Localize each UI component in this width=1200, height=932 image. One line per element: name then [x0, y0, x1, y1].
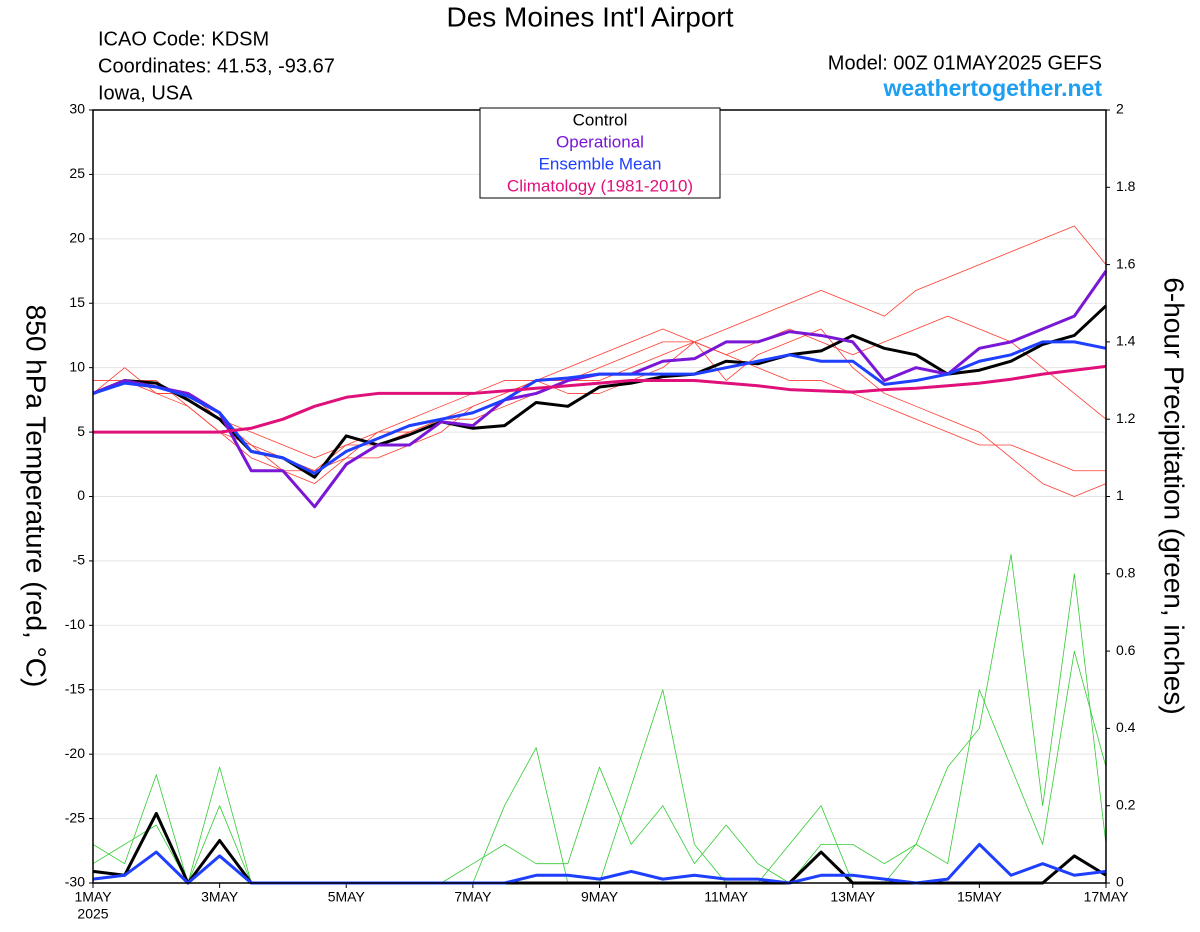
x-tick-label: 17MAY	[1084, 889, 1130, 905]
y2-tick-label: 1.6	[1116, 255, 1136, 271]
y2-tick-label: 0	[1116, 874, 1124, 890]
y2-tick-label: 1.4	[1116, 333, 1136, 349]
legend-entry: Climatology (1981-2010)	[507, 176, 693, 195]
x-tick-label: 1MAY	[74, 889, 112, 905]
y-tick-label: 10	[69, 358, 85, 374]
y-tick-label: -30	[65, 874, 85, 890]
source: weathertogether.net	[882, 75, 1102, 101]
x-tick-label: 15MAY	[957, 889, 1003, 905]
x-tick-label: 11MAY	[704, 889, 748, 905]
y2-tick-label: 1.2	[1116, 410, 1136, 426]
y-tick-label: 30	[69, 101, 85, 117]
y2-tick-label: 1.8	[1116, 178, 1136, 194]
legend-entry: Control	[573, 110, 628, 129]
coordinates: Coordinates: 41.53, -93.67	[98, 55, 335, 77]
chart-title: Des Moines Int'l Airport	[446, 1, 733, 32]
y-tick-label: -5	[73, 552, 86, 568]
legend-entry: Ensemble Mean	[539, 154, 662, 173]
y2-tick-label: 1	[1116, 487, 1124, 503]
data-line	[92, 341, 1106, 472]
x-tick-label: 9MAY	[581, 889, 619, 905]
legend-box	[479, 107, 721, 199]
data-line	[93, 315, 1107, 472]
y2-axis-label: 6-hour Precipitation (green, inches)	[1159, 277, 1190, 714]
y2-tick-label: 0.6	[1116, 642, 1136, 658]
data-line	[93, 364, 1107, 434]
location: Iowa, USA	[98, 82, 193, 104]
y-tick-label: -10	[65, 616, 85, 632]
y-tick-label: -25	[65, 809, 85, 825]
x-tick-label: 5MAY	[328, 889, 366, 905]
y-tick-label: 5	[77, 423, 85, 439]
y-tick-label: 15	[69, 294, 85, 310]
y-tick-label: -15	[65, 680, 85, 696]
data-line	[92, 328, 1107, 497]
y2-tick-label: 2	[1116, 101, 1124, 117]
model: Model: 00Z 01MAY2025 GEFS	[828, 52, 1102, 74]
y2-tick-label: 0.8	[1116, 565, 1136, 581]
y-tick-label: 0	[77, 487, 85, 503]
y-tick-label: 25	[69, 165, 85, 181]
data-line	[92, 340, 1107, 475]
legend-entry: Operational	[556, 132, 644, 151]
y-tick-label: 20	[69, 230, 85, 246]
x-tick-label: 13MAY	[830, 889, 876, 905]
icao: ICAO Code: KDSM	[98, 28, 269, 50]
y-tick-label: -20	[65, 745, 85, 761]
x-tick-label: 3MAY	[201, 889, 239, 905]
year-label: 2025	[77, 906, 108, 922]
x-tick-label: 7MAY	[454, 889, 492, 905]
y2-tick-label: 0.4	[1116, 719, 1136, 735]
y2-tick-label: 0.2	[1116, 796, 1136, 812]
y-axis-label: 850 hPa Temperature (red, °C)	[21, 305, 52, 688]
